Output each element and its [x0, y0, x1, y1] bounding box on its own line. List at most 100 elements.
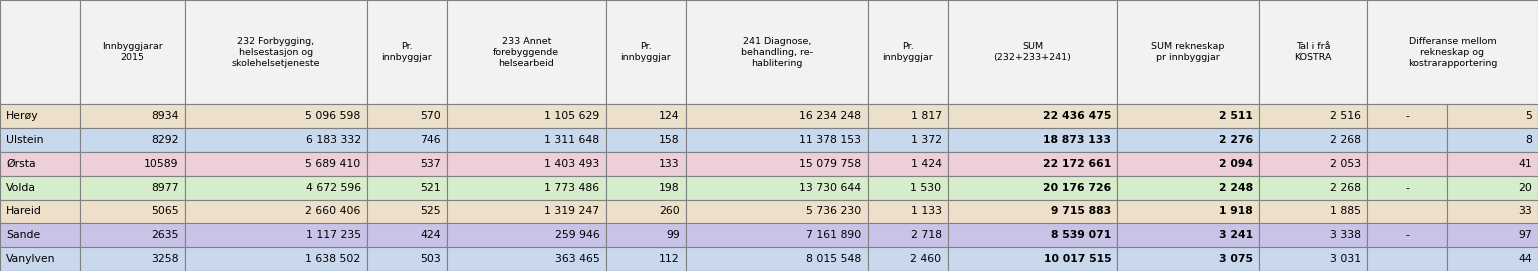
Bar — [1447, 128, 1538, 152]
Bar — [867, 0, 947, 104]
Text: Ørsta: Ørsta — [6, 159, 35, 169]
Bar — [448, 176, 606, 199]
Text: 16 234 248: 16 234 248 — [800, 111, 861, 121]
Bar — [686, 223, 867, 247]
Text: 1 403 493: 1 403 493 — [544, 159, 600, 169]
Text: 5 736 230: 5 736 230 — [806, 207, 861, 217]
Bar — [1447, 176, 1538, 199]
Bar — [947, 247, 1117, 271]
Bar — [867, 128, 947, 152]
Bar — [1117, 223, 1260, 247]
Text: Hareid: Hareid — [6, 207, 42, 217]
Bar — [448, 0, 606, 104]
Text: Pr.
innbyggjar: Pr. innbyggjar — [620, 42, 671, 62]
Text: 22 436 475: 22 436 475 — [1043, 111, 1110, 121]
Text: 2 460: 2 460 — [910, 254, 941, 264]
Text: Vanylven: Vanylven — [6, 254, 55, 264]
Text: 746: 746 — [420, 135, 441, 145]
Bar — [185, 247, 366, 271]
Bar — [1447, 247, 1538, 271]
Text: 10589: 10589 — [145, 159, 178, 169]
Bar — [448, 247, 606, 271]
Text: Ulstein: Ulstein — [6, 135, 43, 145]
Text: -: - — [1406, 183, 1409, 193]
Bar — [185, 104, 366, 128]
Bar — [1367, 0, 1538, 104]
Text: 363 465: 363 465 — [555, 254, 600, 264]
Bar — [1117, 176, 1260, 199]
Bar — [366, 152, 448, 176]
Text: 503: 503 — [420, 254, 441, 264]
Bar — [1260, 199, 1367, 223]
Text: 1 885: 1 885 — [1330, 207, 1361, 217]
Bar — [0, 247, 80, 271]
Text: 521: 521 — [420, 183, 441, 193]
Bar — [366, 0, 448, 104]
Bar — [1117, 199, 1260, 223]
Bar — [0, 152, 80, 176]
Text: 44: 44 — [1518, 254, 1532, 264]
Text: 1 319 247: 1 319 247 — [544, 207, 600, 217]
Text: 2 094: 2 094 — [1220, 159, 1253, 169]
Bar — [0, 176, 80, 199]
Bar — [185, 0, 366, 104]
Text: 41: 41 — [1518, 159, 1532, 169]
Text: 158: 158 — [658, 135, 680, 145]
Bar — [80, 223, 185, 247]
Bar — [1117, 0, 1260, 104]
Text: 259 946: 259 946 — [555, 230, 600, 240]
Bar — [80, 199, 185, 223]
Text: 1 918: 1 918 — [1220, 207, 1253, 217]
Bar — [867, 152, 947, 176]
Bar — [448, 199, 606, 223]
Text: 233 Annet
forebyggende
helsearbeid: 233 Annet forebyggende helsearbeid — [494, 37, 560, 68]
Text: -: - — [1406, 111, 1409, 121]
Text: 2 248: 2 248 — [1218, 183, 1253, 193]
Text: 3258: 3258 — [151, 254, 178, 264]
Bar — [1117, 152, 1260, 176]
Text: Tal i frå
KOSTRA: Tal i frå KOSTRA — [1295, 42, 1332, 62]
Text: 2 718: 2 718 — [910, 230, 941, 240]
Bar — [947, 199, 1117, 223]
Text: 8 539 071: 8 539 071 — [1050, 230, 1110, 240]
Text: Pr.
innbyggjar: Pr. innbyggjar — [883, 42, 934, 62]
Bar — [80, 152, 185, 176]
Bar — [686, 0, 867, 104]
Text: 2 516: 2 516 — [1330, 111, 1361, 121]
Text: 2 268: 2 268 — [1330, 135, 1361, 145]
Bar — [366, 199, 448, 223]
Bar — [686, 104, 867, 128]
Bar — [366, 104, 448, 128]
Bar — [1260, 128, 1367, 152]
Bar — [686, 152, 867, 176]
Text: 97: 97 — [1518, 230, 1532, 240]
Text: 2 053: 2 053 — [1330, 159, 1361, 169]
Bar — [867, 104, 947, 128]
Bar — [1117, 128, 1260, 152]
Text: 20 176 726: 20 176 726 — [1043, 183, 1110, 193]
Text: 1 424: 1 424 — [910, 159, 941, 169]
Bar — [185, 128, 366, 152]
Bar — [1367, 104, 1447, 128]
Text: 2 660 406: 2 660 406 — [305, 207, 360, 217]
Text: 1 117 235: 1 117 235 — [306, 230, 360, 240]
Text: 1 773 486: 1 773 486 — [544, 183, 600, 193]
Text: 2 268: 2 268 — [1330, 183, 1361, 193]
Text: 33: 33 — [1518, 207, 1532, 217]
Text: Herøy: Herøy — [6, 111, 38, 121]
Bar — [867, 223, 947, 247]
Bar — [448, 152, 606, 176]
Bar — [1367, 223, 1447, 247]
Bar — [448, 104, 606, 128]
Bar — [448, 128, 606, 152]
Bar — [1260, 152, 1367, 176]
Bar — [1447, 152, 1538, 176]
Bar — [0, 128, 80, 152]
Text: Volda: Volda — [6, 183, 37, 193]
Bar — [686, 176, 867, 199]
Bar — [1367, 176, 1447, 199]
Bar — [185, 176, 366, 199]
Bar — [1367, 199, 1447, 223]
Bar — [80, 176, 185, 199]
Bar — [185, 223, 366, 247]
